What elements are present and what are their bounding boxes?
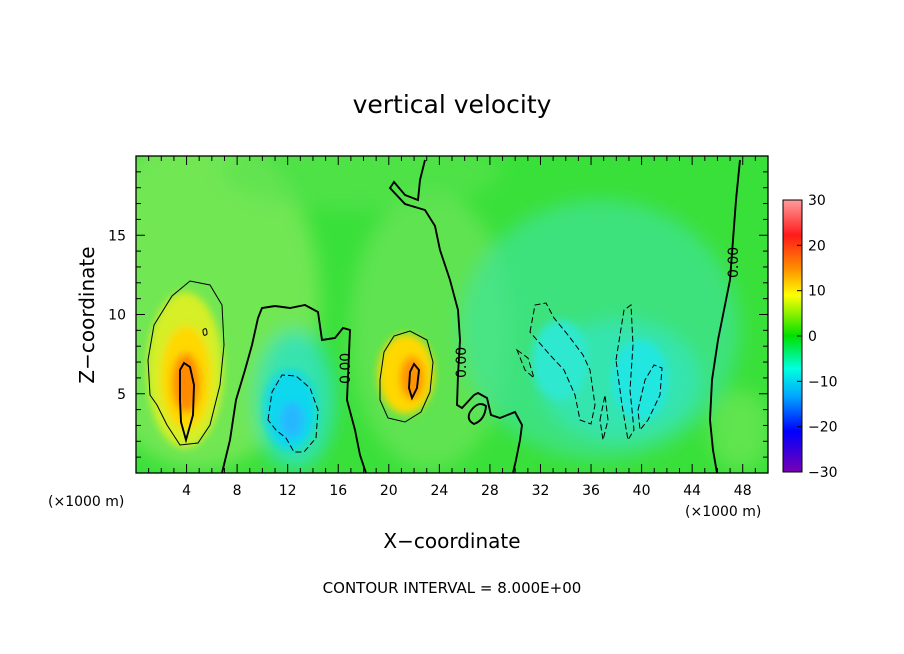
x-tick-label: 4 (182, 483, 191, 499)
colorbar-tick-label: −30 (808, 465, 838, 481)
x-tick-label: 24 (430, 483, 448, 499)
chart-title: vertical velocity (353, 90, 552, 119)
x-axis: 4 8 12 16 20 24 28 32 36 40 44 48 (148, 156, 756, 499)
colorbar-tick-label: −20 (808, 420, 838, 436)
x-unit-label-right: (×1000 m) (685, 504, 761, 520)
x-tick-label: 48 (734, 483, 752, 499)
y-tick-label: 15 (108, 228, 126, 244)
contour-label: 0.00 (338, 353, 354, 384)
contour-interval-note: CONTOUR INTERVAL = 8.000E+00 (323, 579, 582, 597)
colorbar-tick-label: 30 (808, 193, 826, 209)
colorbar-tick-label: 20 (808, 238, 826, 254)
y-axis: 5 10 15 (108, 171, 768, 458)
colorbar-tick-label: 0 (808, 329, 817, 345)
colorbar-ticks: 30 20 10 0 −10 −20 −30 (797, 193, 838, 481)
colorbar-tick-label: −10 (808, 374, 838, 390)
contour-label: 0.00 (726, 247, 742, 278)
x-tick-label: 36 (582, 483, 600, 499)
x-tick-label: 40 (633, 483, 651, 499)
x-tick-label: 12 (279, 483, 297, 499)
y-tick-label: 10 (108, 308, 126, 324)
x-tick-label: 28 (481, 483, 499, 499)
x-tick-label: 20 (380, 483, 398, 499)
x-tick-label: 16 (329, 483, 347, 499)
x-tick-label: 8 (233, 483, 242, 499)
y-axis-label: Z−coordinate (75, 246, 99, 383)
velocity-field: 0.00 0.00 0.00 (136, 156, 768, 473)
y-tick-label: 5 (117, 387, 126, 403)
colorbar-tick-label: 10 (808, 284, 826, 300)
x-tick-label: 44 (683, 483, 701, 499)
contour-label: 0.00 (454, 347, 470, 378)
x-unit-label-left: (×1000 m) (48, 494, 124, 510)
x-tick-label: 32 (532, 483, 550, 499)
x-axis-label: X−coordinate (383, 529, 520, 553)
